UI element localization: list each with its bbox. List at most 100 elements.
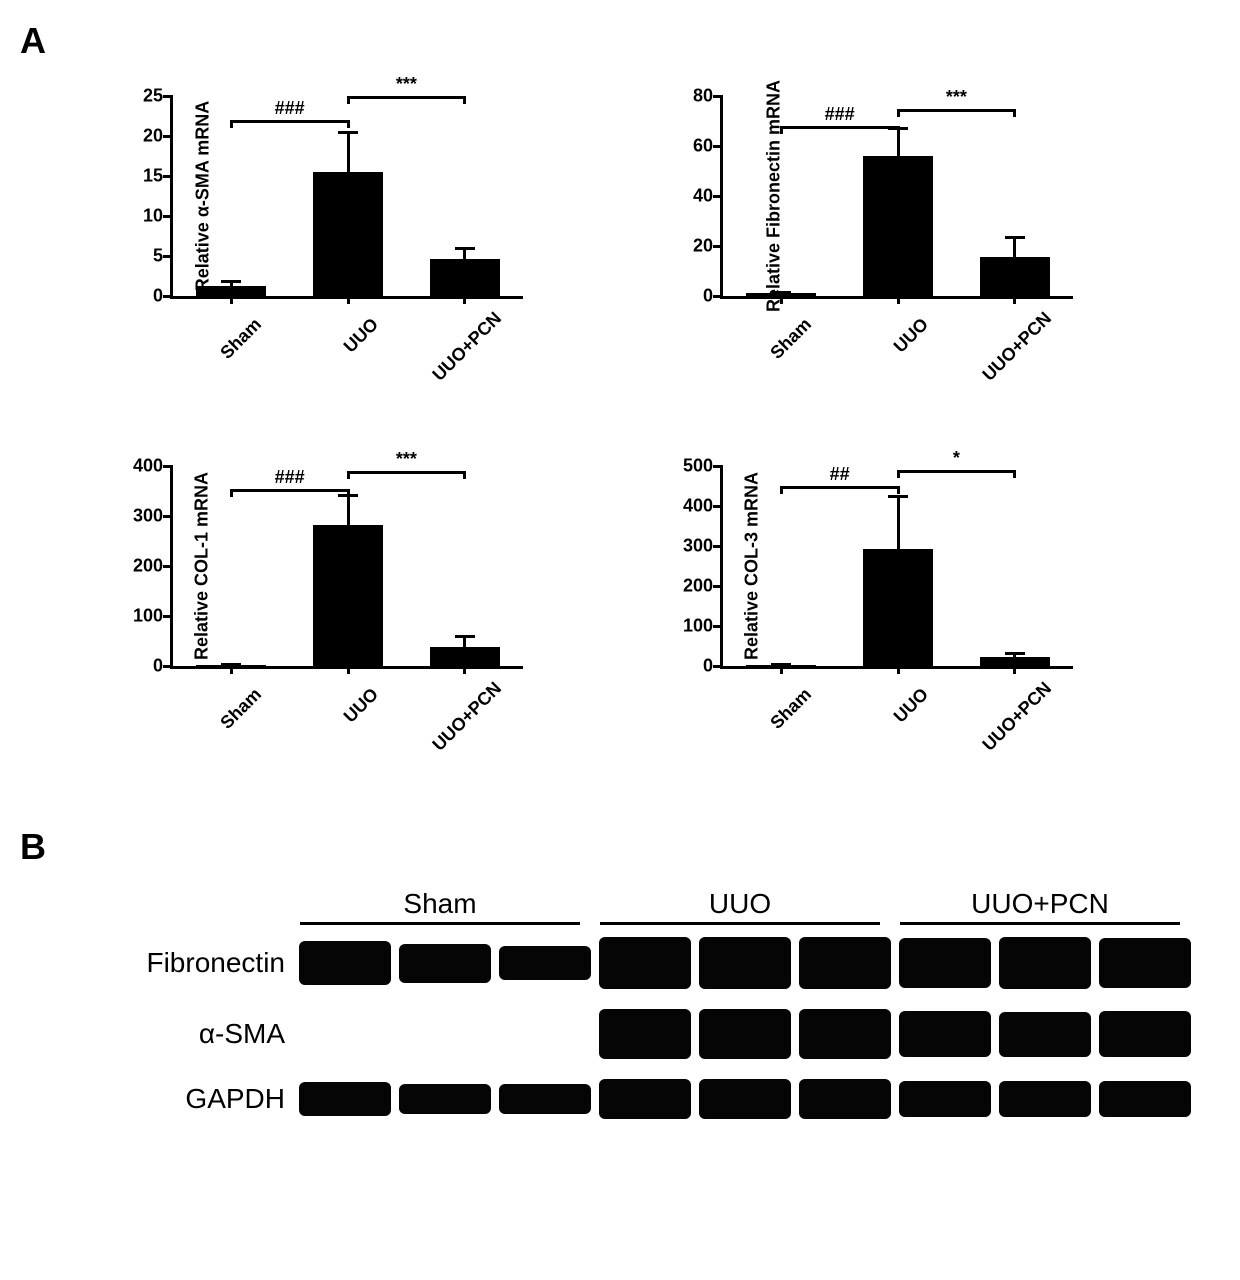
- blot-band: [999, 1012, 1091, 1057]
- ytick: [713, 625, 723, 628]
- blot-group-underline: [900, 922, 1180, 925]
- plot-area: 0100200300400Relative COL-1 mRNAShamUUOU…: [170, 466, 523, 669]
- xtick-label: UUO+PCN: [428, 314, 499, 385]
- blot-row: Fibronectin: [80, 937, 1220, 989]
- ytick: [713, 465, 723, 468]
- blot-band: [1099, 938, 1191, 987]
- bar: [196, 286, 266, 296]
- ytick-label: 60: [653, 136, 713, 157]
- y-axis-label: Relative COL-3 mRNA: [742, 472, 763, 660]
- blot-row-label: GAPDH: [80, 1083, 295, 1115]
- panel-a-charts: 0510152025Relative α-SMA mRNAShamUUOUUO+…: [20, 66, 1220, 796]
- blot-band: [299, 941, 391, 985]
- ytick-label: 15: [103, 166, 163, 187]
- panel-a-label: A: [20, 20, 1220, 62]
- xtick-label: Sham: [745, 314, 816, 385]
- blot-group-label: UUO+PCN: [890, 888, 1190, 920]
- blot-group-label: Sham: [290, 888, 590, 920]
- y-axis-label: Relative α-SMA mRNA: [193, 101, 214, 291]
- xtick-label: UUO+PCN: [978, 684, 1049, 755]
- error-cap: [1005, 236, 1025, 239]
- blot-band: [899, 1011, 991, 1057]
- sig-bracket-drop: [463, 96, 466, 104]
- bar: [863, 549, 933, 666]
- ytick-label: 80: [653, 86, 713, 107]
- ytick-label: 300: [653, 536, 713, 557]
- ytick-label: 400: [103, 456, 163, 477]
- error-cap: [455, 635, 475, 638]
- blot-header-lines: [290, 922, 1220, 925]
- sig-label: ***: [396, 74, 417, 95]
- ytick: [163, 135, 173, 138]
- ytick: [713, 295, 723, 298]
- error-cap: [771, 291, 791, 294]
- error-cap: [1005, 652, 1025, 655]
- bar-chart-0: 0510152025Relative α-SMA mRNAShamUUOUUO+…: [80, 66, 550, 396]
- ytick-label: 5: [103, 246, 163, 267]
- blot-row-label: α-SMA: [80, 1018, 295, 1050]
- xtick-label: UUO: [861, 314, 932, 385]
- sig-label: ***: [396, 449, 417, 470]
- blot-header: ShamUUOUUO+PCN: [290, 888, 1220, 920]
- figure: A 0510152025Relative α-SMA mRNAShamUUOUU…: [20, 20, 1220, 1119]
- blot-band: [499, 1084, 591, 1113]
- blot-lanes: [295, 1009, 1195, 1059]
- ytick-label: 200: [653, 576, 713, 597]
- bar: [863, 156, 933, 296]
- sig-bracket: [348, 471, 465, 474]
- sig-bracket-drop: [463, 471, 466, 479]
- xtick: [897, 296, 900, 304]
- error-cap: [221, 280, 241, 283]
- sig-label: ***: [946, 87, 967, 108]
- ytick: [163, 665, 173, 668]
- sig-bracket-drop: [780, 126, 783, 134]
- xtick-label: UUO: [861, 684, 932, 755]
- ytick: [713, 505, 723, 508]
- bar-chart-1: 020406080Relative Fibronectin mRNAShamUU…: [630, 66, 1100, 396]
- y-axis-label: Relative COL-1 mRNA: [192, 472, 213, 660]
- ytick-label: 500: [653, 456, 713, 477]
- xtick: [230, 666, 233, 674]
- blot-band: [399, 1084, 491, 1114]
- blot-band: [599, 937, 691, 989]
- ytick: [713, 545, 723, 548]
- y-axis-label: Relative Fibronectin mRNA: [764, 80, 785, 312]
- ytick: [163, 465, 173, 468]
- ytick-label: 0: [103, 656, 163, 677]
- xtick-label: UUO+PCN: [978, 314, 1049, 385]
- ytick-label: 40: [653, 186, 713, 207]
- error-bar: [347, 133, 350, 172]
- ytick-label: 300: [103, 506, 163, 527]
- plot-area: 020406080Relative Fibronectin mRNAShamUU…: [720, 96, 1073, 299]
- ytick-label: 0: [103, 286, 163, 307]
- blot-row-label: Fibronectin: [80, 947, 295, 979]
- blot-group-label: UUO: [590, 888, 890, 920]
- sig-bracket: [231, 489, 348, 492]
- blot-band: [599, 1079, 691, 1119]
- ytick: [163, 565, 173, 568]
- ytick: [713, 195, 723, 198]
- ytick: [163, 95, 173, 98]
- plot-area: 0510152025Relative α-SMA mRNAShamUUOUUO+…: [170, 96, 523, 299]
- bar: [430, 647, 500, 666]
- blot-band: [899, 1081, 991, 1117]
- ytick-label: 20: [653, 236, 713, 257]
- blot-group-underline: [300, 922, 580, 925]
- blot-lanes: [295, 1079, 1195, 1119]
- xtick: [463, 296, 466, 304]
- error-bar: [347, 496, 350, 525]
- bar: [313, 172, 383, 296]
- sig-bracket-drop: [897, 126, 900, 134]
- blot-band: [399, 944, 491, 983]
- error-bar: [463, 249, 466, 259]
- ytick: [163, 515, 173, 518]
- sig-label: ##: [830, 464, 850, 485]
- panel-b-label: B: [20, 826, 1220, 868]
- sig-bracket: [231, 120, 348, 123]
- blot-band: [1099, 1011, 1191, 1057]
- bar: [313, 525, 383, 667]
- blot-rows: Fibronectin α-SMA GAPDH: [80, 937, 1220, 1119]
- xtick-label: UUO: [311, 314, 382, 385]
- error-bar: [897, 497, 900, 549]
- sig-label: *: [953, 448, 960, 469]
